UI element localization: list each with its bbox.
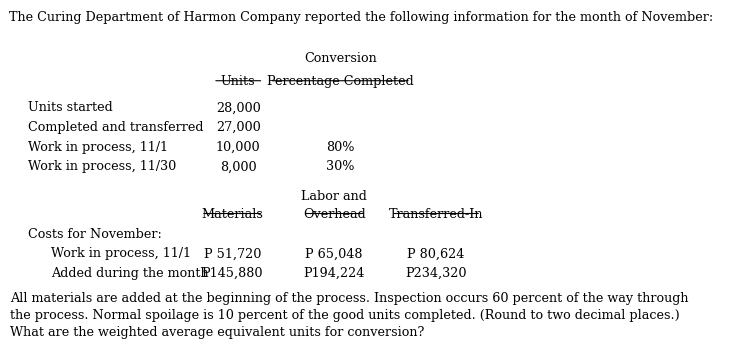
Text: Overhead: Overhead [303, 208, 366, 221]
Text: Work in process, 11/1: Work in process, 11/1 [28, 141, 169, 154]
Text: P145,880: P145,880 [201, 267, 263, 280]
Text: Units: Units [221, 75, 255, 88]
Text: 28,000: 28,000 [216, 101, 260, 114]
Text: the process. Normal spoilage is 10 percent of the good units completed. (Round t: the process. Normal spoilage is 10 perce… [10, 309, 680, 322]
Text: Completed and transferred: Completed and transferred [28, 121, 204, 134]
Text: Work in process, 11/1: Work in process, 11/1 [51, 247, 191, 260]
Text: Work in process, 11/30: Work in process, 11/30 [28, 160, 177, 173]
Text: P 80,624: P 80,624 [408, 247, 465, 260]
Text: 27,000: 27,000 [216, 121, 260, 134]
Text: Percentage Completed: Percentage Completed [267, 75, 414, 88]
Text: Added during the month: Added during the month [51, 267, 209, 280]
Text: P234,320: P234,320 [406, 267, 467, 280]
Text: 10,000: 10,000 [216, 141, 260, 154]
Text: Materials: Materials [201, 208, 263, 221]
Text: The Curing Department of Harmon Company reported the following information for t: The Curing Department of Harmon Company … [9, 11, 713, 24]
Text: Conversion: Conversion [304, 52, 377, 65]
Text: Transferred-In: Transferred-In [388, 208, 483, 221]
Text: Costs for November:: Costs for November: [28, 227, 162, 241]
Text: 30%: 30% [326, 160, 354, 173]
Text: All materials are added at the beginning of the process. Inspection occurs 60 pe: All materials are added at the beginning… [10, 292, 689, 305]
Text: 8,000: 8,000 [220, 160, 257, 173]
Text: 80%: 80% [326, 141, 354, 154]
Text: Units started: Units started [28, 101, 113, 114]
Text: P 65,048: P 65,048 [306, 247, 363, 260]
Text: P 51,720: P 51,720 [204, 247, 261, 260]
Text: P194,224: P194,224 [303, 267, 365, 280]
Text: Labor and: Labor and [301, 190, 367, 203]
Text: What are the weighted average equivalent units for conversion?: What are the weighted average equivalent… [10, 326, 425, 339]
